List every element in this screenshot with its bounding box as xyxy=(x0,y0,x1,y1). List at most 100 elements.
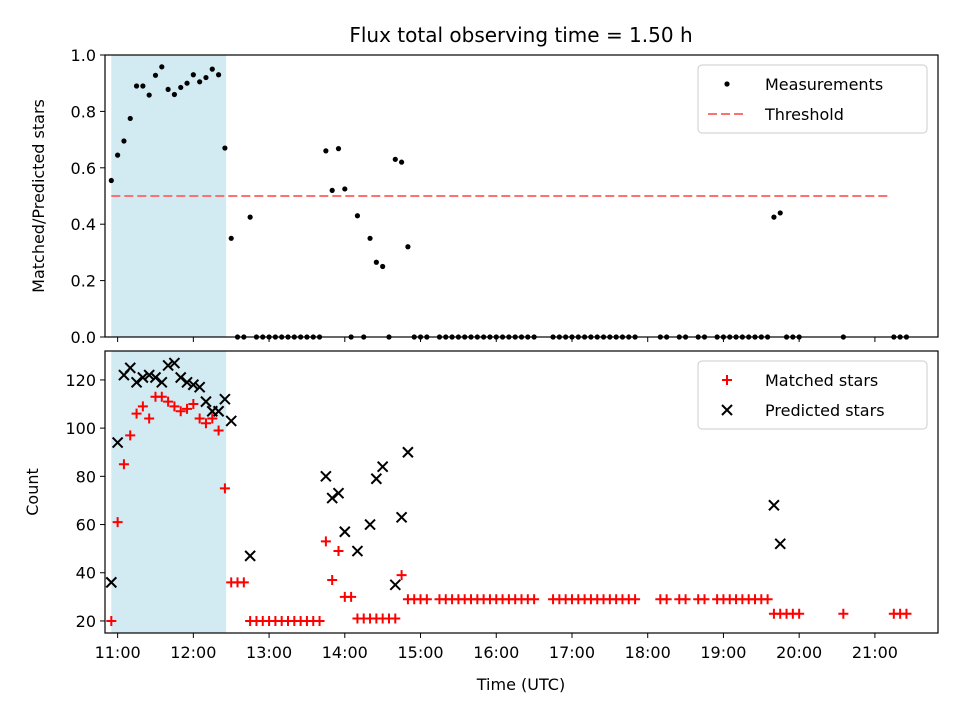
x-tick-label: 17:00 xyxy=(549,643,595,662)
matched-star-point xyxy=(333,546,344,557)
measurement-point xyxy=(184,80,190,86)
predicted-star-point xyxy=(395,511,408,524)
predicted-star-point xyxy=(137,371,149,384)
y-tick-label: 120 xyxy=(65,371,96,390)
predicted-star-point xyxy=(181,376,193,389)
predicted-star-point xyxy=(339,526,351,538)
x-tick-label: 19:00 xyxy=(700,643,746,662)
measurement-point xyxy=(373,259,379,265)
y-tick-label: 20 xyxy=(76,612,96,631)
measurement-point xyxy=(190,72,196,78)
measurement-point xyxy=(323,148,329,154)
matched-star-point xyxy=(137,401,148,412)
matched-star-point xyxy=(346,591,357,602)
measurement-point xyxy=(133,83,140,89)
matched-star-point xyxy=(630,594,641,605)
legend-box xyxy=(697,360,928,430)
matched-star-point xyxy=(421,594,432,605)
predicted-star-point xyxy=(162,359,174,372)
legend-label: Predicted stars xyxy=(765,401,885,420)
predicted-star-point xyxy=(402,446,414,458)
predicted-star-point xyxy=(200,395,212,408)
matched-star-point xyxy=(390,613,401,624)
measurement-point xyxy=(342,186,348,192)
measurement-point xyxy=(771,214,777,220)
y-tick-label: 1.0 xyxy=(71,46,96,65)
predicted-star-point xyxy=(326,492,338,504)
predicted-star-point xyxy=(175,371,187,384)
matched-star-point xyxy=(194,413,205,424)
axes-frame xyxy=(104,54,939,338)
matched-star-point xyxy=(125,430,136,441)
top-plot-panel: 0.0 0.2 0.4 0.6 0.8 1.0 Matched/Predicted star… xyxy=(29,46,939,347)
legend-label: Matched stars xyxy=(765,371,878,390)
measurement-point xyxy=(127,115,133,122)
matched-star-point xyxy=(182,403,193,414)
matched-star-point xyxy=(213,425,224,436)
y-tick-label: 0.0 xyxy=(71,328,96,347)
legend-marker-measurements xyxy=(724,81,730,87)
matched-star-point xyxy=(106,615,117,626)
measurement-point xyxy=(215,72,222,78)
measurement-point xyxy=(115,152,121,158)
measurement-point xyxy=(367,235,373,241)
measurement-point xyxy=(405,244,411,250)
y-tick-label: 40 xyxy=(76,564,96,583)
y-tick-label: 80 xyxy=(76,467,96,486)
matched-star-point xyxy=(838,608,849,619)
predicted-star-point xyxy=(168,357,181,369)
predicted-star-point xyxy=(370,473,383,485)
predicted-star-point xyxy=(351,545,364,557)
legend-marker-matched xyxy=(722,375,732,385)
y-tick-label: 60 xyxy=(76,516,96,535)
matched-star-point xyxy=(219,483,230,494)
legend-label: Measurements xyxy=(765,75,883,94)
measurement-point xyxy=(165,86,171,93)
matched-star-point xyxy=(396,570,407,581)
measurement-point xyxy=(146,92,152,98)
measurement-point xyxy=(209,66,215,72)
measurement-point xyxy=(197,79,203,85)
x-tick-label: 15:00 xyxy=(397,643,443,662)
y-tick-label: 0.8 xyxy=(71,102,96,121)
matched-star-point xyxy=(169,401,180,412)
predicted-star-point xyxy=(124,362,136,374)
matched-star-point xyxy=(188,399,199,410)
predicted-star-point xyxy=(364,518,376,531)
legend-label: Threshold xyxy=(764,105,844,124)
matched-star-point xyxy=(207,413,218,424)
predicted-star-point xyxy=(332,487,345,499)
matched-star-point xyxy=(529,594,540,605)
measurement-point xyxy=(354,213,361,219)
bottom-plot-panel: 20 40 60 80 100 120 11:00 12:00 13:00 14:00 15:00 1… xyxy=(23,350,939,662)
x-tick-label: 21:00 xyxy=(852,643,898,662)
predicted-star-point xyxy=(105,576,118,589)
predicted-star-point xyxy=(212,405,225,417)
y-tick-label: 100 xyxy=(65,419,96,438)
predicted-star-point xyxy=(389,579,401,591)
matched-star-point xyxy=(175,406,186,417)
measurement-point xyxy=(140,83,146,89)
predicted-star-point xyxy=(187,379,200,391)
predicted-star-point xyxy=(376,460,389,473)
matched-star-point xyxy=(327,574,338,585)
matched-star-point xyxy=(680,594,691,605)
x-tick-label: 18:00 xyxy=(625,643,671,662)
matched-star-point xyxy=(794,608,805,619)
x-tick-label: 13:00 xyxy=(246,643,292,662)
observing-window-span xyxy=(111,351,227,633)
measurement-point xyxy=(108,177,114,184)
measurement-point xyxy=(159,64,165,70)
x-tick-label: 16:00 xyxy=(473,643,519,662)
x-tick-label: 12:00 xyxy=(170,643,216,662)
matched-star-point xyxy=(901,608,912,619)
matched-star-point xyxy=(699,594,710,605)
y-tick-label: 0.4 xyxy=(71,215,96,234)
matched-star-point xyxy=(131,408,142,419)
chart-title: Flux total observing time = 1.50 h xyxy=(349,23,692,47)
y-tick-label: 0.6 xyxy=(71,159,96,178)
x-tick-label: 11:00 xyxy=(95,643,141,662)
measurement-point xyxy=(121,138,127,144)
matched-star-point xyxy=(661,594,672,605)
measurement-point xyxy=(777,210,783,216)
